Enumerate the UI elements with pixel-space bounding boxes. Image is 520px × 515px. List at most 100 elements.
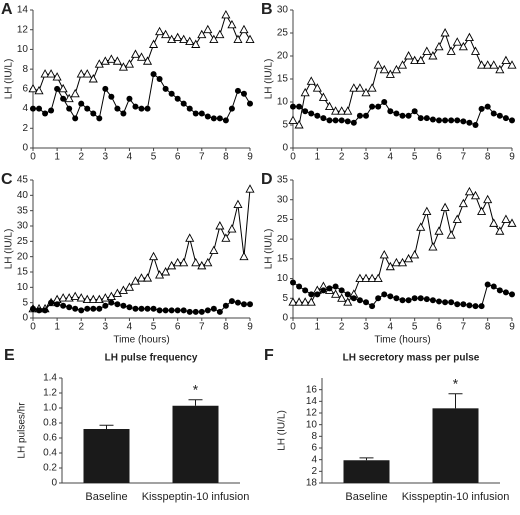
y-tick-label: 20 — [17, 251, 29, 262]
y-tick-label: 0.2 — [43, 463, 57, 474]
x-tick-label: 4 — [388, 152, 394, 163]
y-axis-label: LH (IU/L) — [264, 59, 275, 100]
circle-marker — [102, 85, 109, 92]
triangle-marker — [391, 64, 401, 74]
triangle-marker — [148, 39, 159, 48]
y-tick-label: 0 — [22, 143, 28, 154]
triangle-marker — [373, 60, 383, 69]
circle-marker — [314, 291, 321, 298]
triangle-marker — [179, 34, 189, 44]
y-tick-label: 0.8 — [43, 418, 57, 429]
circle-marker — [290, 279, 296, 286]
triangle-marker — [185, 233, 195, 242]
triangle-marker — [112, 288, 122, 297]
y-tick-label: 5 — [22, 297, 28, 308]
circle-marker — [332, 283, 339, 290]
triangle-marker — [215, 29, 225, 39]
triangle-marker — [191, 39, 201, 48]
triangle-marker — [410, 55, 420, 65]
x-tick-label: 6 — [436, 152, 442, 163]
y-tick-label: 0 — [51, 478, 57, 489]
circle-marker — [90, 305, 97, 312]
triangle-marker — [361, 87, 371, 97]
circle-marker — [338, 117, 345, 124]
triangle-marker — [227, 19, 237, 29]
x-tick-label: 7 — [461, 152, 467, 163]
triangle-marker — [197, 29, 207, 39]
circle-marker — [54, 85, 61, 92]
circle-marker — [204, 307, 211, 314]
y-tick-label: 0 — [22, 313, 28, 324]
circle-marker — [228, 105, 235, 112]
x-tick-label: 0 — [290, 322, 296, 333]
triangle-marker — [337, 106, 347, 115]
circle-marker — [96, 305, 103, 312]
triangle-marker — [470, 46, 481, 55]
triangle-marker — [306, 297, 316, 306]
triangle-marker — [294, 297, 304, 306]
circle-marker — [344, 118, 351, 125]
x-tick-label: 2 — [78, 322, 84, 333]
y-tick-label: 25 — [277, 214, 289, 225]
circle-marker — [472, 303, 479, 310]
triangle-marker — [337, 293, 347, 302]
y-tick-label: 12 — [306, 408, 318, 419]
circle-marker — [186, 105, 193, 112]
circle-marker — [356, 297, 363, 304]
circle-marker — [102, 302, 109, 309]
triangle-marker — [349, 83, 359, 92]
circle-marker — [423, 115, 430, 122]
y-tick-label: 0.4 — [43, 448, 57, 459]
circle-marker — [338, 287, 345, 294]
circle-marker — [60, 302, 67, 309]
triangle-marker — [239, 251, 249, 261]
panel-label: E — [4, 347, 15, 364]
circle-marker — [216, 115, 223, 122]
triangle-marker — [221, 9, 231, 19]
y-tick-label: 5 — [282, 293, 288, 304]
circle-marker — [222, 117, 229, 124]
x-tick-label: 3 — [363, 152, 369, 163]
circle-marker — [290, 103, 296, 110]
circle-marker — [36, 307, 43, 314]
circle-marker — [478, 303, 485, 310]
y-tick-label: 30 — [17, 221, 29, 232]
triangle-marker — [136, 52, 147, 61]
circle-marker — [302, 287, 309, 294]
triangle-marker — [312, 83, 322, 92]
triangle-marker — [300, 297, 310, 306]
circle-marker — [66, 105, 73, 112]
y-tick-label: 10 — [17, 282, 29, 293]
circle-marker — [210, 115, 217, 122]
bar — [83, 429, 130, 483]
circle-marker — [308, 291, 315, 298]
y-tick-label: 25 — [277, 28, 289, 39]
y-tick-label: 30 — [277, 5, 289, 16]
circle-marker — [84, 105, 91, 112]
circle-marker — [78, 100, 85, 107]
circle-marker — [240, 301, 247, 308]
y-tick-label: 16 — [306, 384, 318, 395]
triangle-marker — [124, 59, 135, 68]
triangle-marker — [148, 251, 159, 261]
triangle-marker — [501, 55, 511, 65]
circle-marker — [30, 105, 36, 112]
circle-marker — [66, 304, 73, 311]
circle-marker — [356, 112, 363, 119]
y-tick-label: 4 — [22, 103, 28, 114]
circle-marker — [138, 105, 145, 112]
circle-marker — [247, 100, 253, 107]
triangle-marker — [191, 257, 201, 267]
x-tick-label: 5 — [412, 322, 418, 333]
significance-mark: * — [193, 381, 199, 397]
triangle-marker — [458, 198, 468, 208]
circle-marker — [180, 307, 187, 314]
chart-title: LH secretory mass per pulse — [343, 353, 480, 364]
triangle-marker — [410, 249, 420, 259]
circle-marker — [114, 105, 121, 112]
circle-marker — [144, 305, 151, 312]
circle-marker — [192, 308, 199, 315]
triangle-marker — [185, 36, 195, 45]
circle-marker — [460, 301, 467, 308]
circle-marker — [393, 110, 400, 117]
